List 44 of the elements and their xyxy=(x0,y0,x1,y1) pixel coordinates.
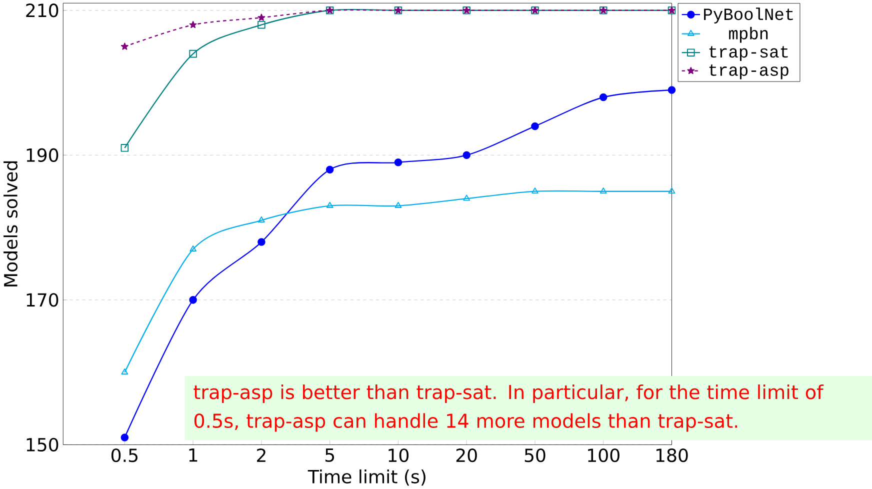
point xyxy=(120,42,128,50)
y-tick-label: 170 xyxy=(26,293,58,307)
x-tick-label: 5 xyxy=(325,448,334,462)
point xyxy=(258,14,266,21)
point xyxy=(326,202,334,208)
x-tick-label: 10 xyxy=(388,448,409,462)
point xyxy=(189,296,197,304)
point xyxy=(258,238,266,246)
x-tick-label: 20 xyxy=(456,448,477,462)
point xyxy=(121,368,128,374)
point xyxy=(532,187,538,194)
point xyxy=(599,93,608,102)
annotation: trap-asp is better than trap-sat. In particular, for the time limit of 0.5s, trap-asp can handle 14 more models than trap-sat. xyxy=(194,384,824,432)
x-tick-label: 1 xyxy=(189,448,198,462)
point xyxy=(463,194,470,201)
legend-label: trap-sat xyxy=(709,46,788,61)
y-tick-label: 190 xyxy=(26,148,58,162)
point xyxy=(120,144,129,152)
y-tick-label: 210 xyxy=(26,3,58,18)
point xyxy=(258,216,265,222)
point xyxy=(531,122,539,130)
point xyxy=(190,245,196,252)
point xyxy=(394,158,402,166)
legend-label: PyBoolNet xyxy=(704,8,793,24)
legend-label: mpbn xyxy=(729,26,768,43)
x-axis-title: Time limit (s) xyxy=(308,469,426,486)
x-tick-label: 180 xyxy=(656,448,688,462)
y-axis-title: Models solved xyxy=(4,161,18,286)
point xyxy=(120,434,129,442)
legend-label: trap-asp xyxy=(709,64,788,80)
x-tick-label: 50 xyxy=(524,448,546,462)
point xyxy=(258,20,266,29)
point xyxy=(462,151,470,159)
x-tick-label: 0.5 xyxy=(111,448,138,462)
point xyxy=(189,50,197,58)
point xyxy=(189,20,197,28)
x-tick-label: 100 xyxy=(588,448,620,462)
point xyxy=(668,86,676,94)
point xyxy=(600,187,607,194)
point xyxy=(668,187,676,194)
point xyxy=(394,202,402,208)
y-tick-label: 150 xyxy=(26,438,58,452)
point xyxy=(326,166,334,174)
x-tick-label: 2 xyxy=(257,448,266,462)
